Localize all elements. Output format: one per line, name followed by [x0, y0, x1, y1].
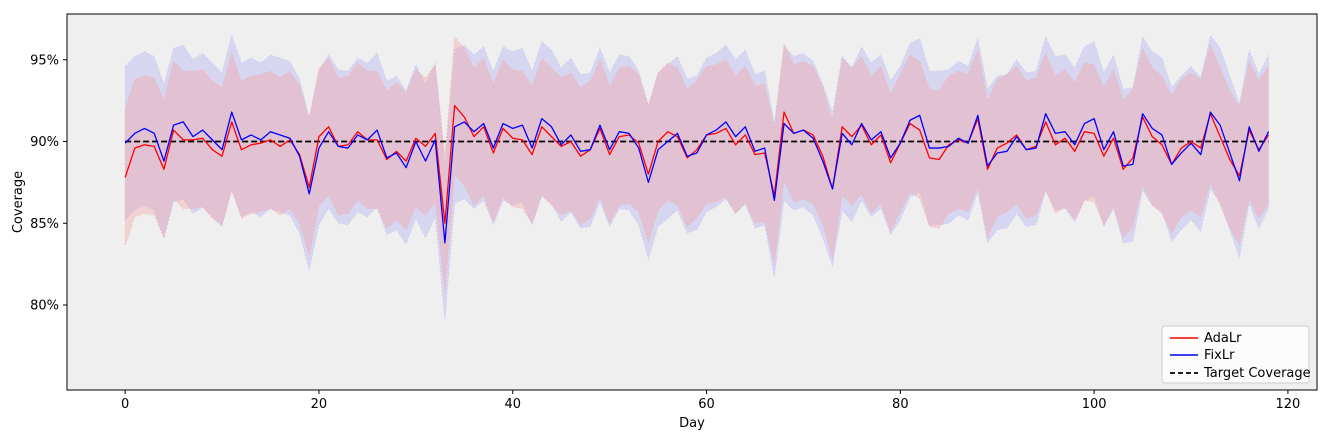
y-tick-label: 90% [30, 135, 59, 150]
y-tick-label: 95% [30, 53, 59, 68]
x-tick-label: 100 [1082, 397, 1107, 412]
x-tick-label: 120 [1276, 397, 1301, 412]
x-tick-label: 60 [698, 397, 715, 412]
x-axis-label: Day [679, 416, 705, 431]
x-tick-label: 20 [311, 397, 328, 412]
adalr-series-line [124, 104, 1270, 224]
y-axis-ticks: 80% 85% 90% 95% [30, 53, 67, 313]
fixlr-series-line [124, 111, 1270, 244]
y-axis-label: Coverage [11, 171, 26, 233]
y-tick-label: 80% [30, 298, 59, 313]
x-tick-label: 40 [504, 397, 521, 412]
legend: AdaLr FixLr Target Coverage [1161, 325, 1311, 384]
legend-box [1161, 325, 1310, 384]
adalr-confidence-band [124, 36, 1269, 292]
legend-adalr-label: AdaLr [1204, 331, 1242, 346]
plot-frame [66, 13, 1318, 391]
series-lines [124, 104, 1270, 244]
fixlr-confidence-band [124, 34, 1269, 320]
confidence-bands [124, 34, 1269, 320]
y-tick-label: 85% [30, 217, 59, 232]
x-tick-label: 80 [892, 397, 909, 412]
plot-area [67, 14, 1317, 390]
x-tick-label: 0 [121, 397, 129, 412]
legend-target-label: Target Coverage [1203, 366, 1311, 381]
legend-fixlr-label: FixLr [1204, 348, 1235, 363]
x-axis-ticks: 0 20 40 60 80 100 120 [121, 390, 1300, 412]
